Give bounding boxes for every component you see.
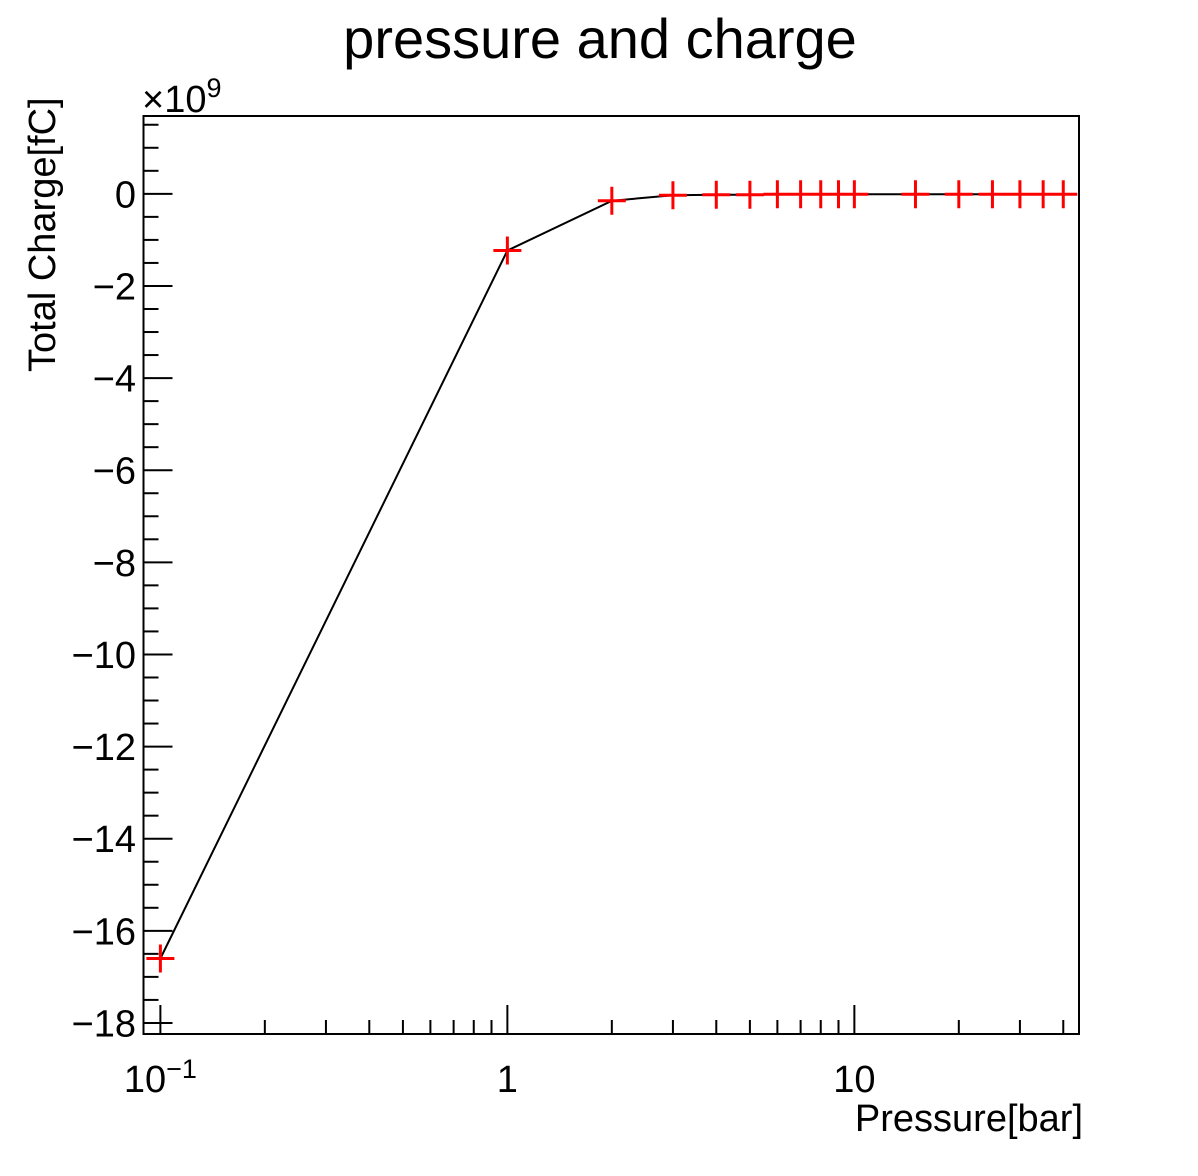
y-tick-label: −8	[93, 543, 136, 585]
x-axis-title: Pressure[bar]	[855, 1098, 1083, 1140]
y-tick-label: −16	[72, 911, 136, 953]
y-tick-label: −10	[72, 635, 136, 677]
y-tick-label: 0	[115, 174, 136, 216]
data-point-markers	[146, 180, 1078, 973]
series-line	[159, 193, 1064, 959]
y-axis-exponent-base: ×10	[142, 79, 206, 121]
chart-title: pressure and charge	[343, 7, 857, 70]
y-tick-label: −6	[93, 451, 136, 493]
x-tick-label: 1	[497, 1059, 518, 1101]
y-tick-label: −2	[93, 266, 136, 308]
y-tick-label: −4	[93, 359, 136, 401]
y-axis-exponent: ×109	[142, 73, 222, 121]
y-axis-exponent-power: 9	[206, 73, 221, 103]
y-tick-label: −18	[72, 1003, 136, 1045]
x-tick-label: 10−1	[124, 1054, 197, 1101]
y-tick-label: −14	[72, 819, 136, 861]
y-tick-label: −12	[72, 727, 136, 769]
y-axis-title: Total Charge[fC]	[22, 97, 64, 372]
plot-area: 0 −2 −4 −6 −8 −10 −12 −14 −16 −18 10−1 1 10	[72, 115, 1080, 1101]
x-tick-label: 10	[833, 1059, 875, 1101]
plot-frame	[142, 115, 1080, 1035]
